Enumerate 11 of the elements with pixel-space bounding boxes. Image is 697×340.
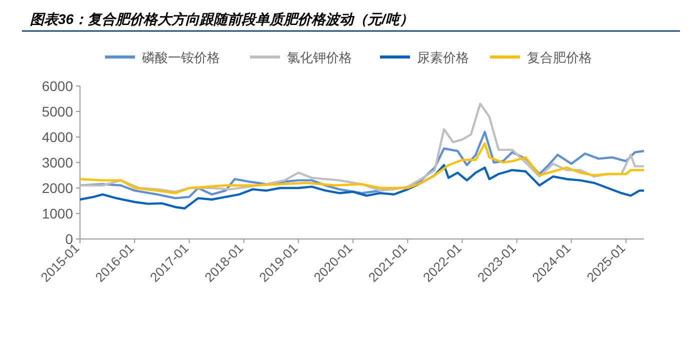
legend-label: 氯化钾价格	[287, 50, 352, 65]
y-tick-label: 6000	[42, 78, 74, 94]
y-tick-label: 5000	[42, 104, 74, 120]
title: 图表36：复合肥价格大方向跟随前段单质肥价格波动（元/吨）	[30, 11, 414, 27]
y-tick-label: 3000	[42, 154, 74, 170]
legend-label: 复合肥价格	[527, 50, 592, 65]
y-tick-label: 1000	[42, 206, 74, 222]
y-tick-label: 2000	[42, 180, 74, 196]
y-tick-label: 4000	[42, 129, 74, 145]
legend-label: 尿素价格	[417, 50, 469, 65]
legend-label: 磷酸一铵价格	[141, 50, 220, 65]
